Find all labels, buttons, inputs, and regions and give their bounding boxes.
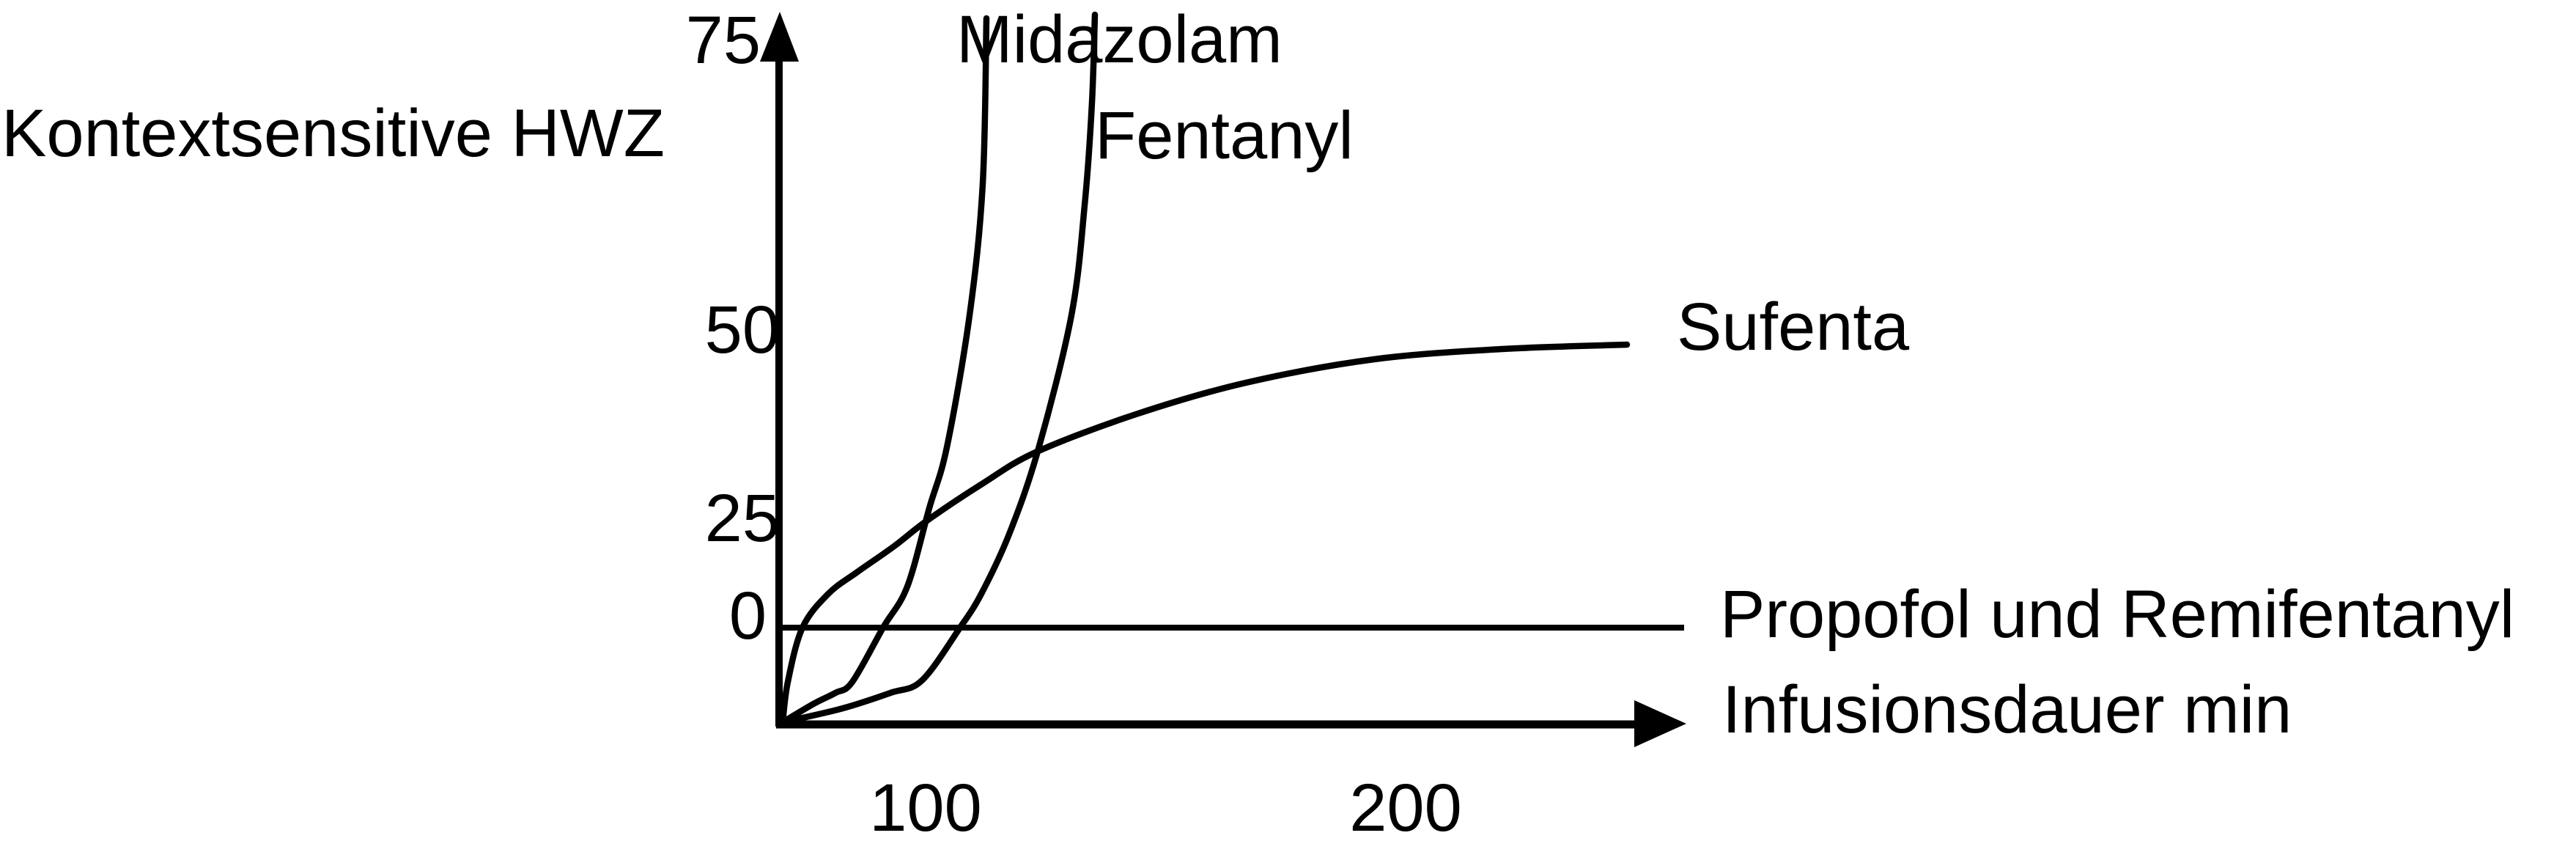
curve-label-sufenta: Sufenta [1677,290,1910,364]
curve-midazolam [779,15,990,726]
curve-label-fentanyl: Fentanyl [1095,98,1354,173]
curve-sufenta [779,341,1631,726]
y-axis-arrowhead-icon [760,12,799,62]
y-tick-75: 75 [685,3,761,78]
x-tick-100: 100 [869,771,982,845]
y-axis-title: Kontextsensitive HWZ [1,96,665,171]
curve-label-midazolam: Midazolam [956,2,1283,77]
y-tick-0: 0 [728,579,767,653]
curve-fentanyl [779,11,1099,726]
x-axis-label: Infusionsdauer min [1722,672,2292,747]
x-axis-arrowhead-icon [1634,700,1686,747]
y-tick-25: 25 [704,481,780,556]
line-label-propofol-remifentanyl: Propofol und Remifentanyl [1720,577,2515,652]
y-tick-50: 50 [704,293,780,367]
x-tick-200: 200 [1349,771,1462,845]
